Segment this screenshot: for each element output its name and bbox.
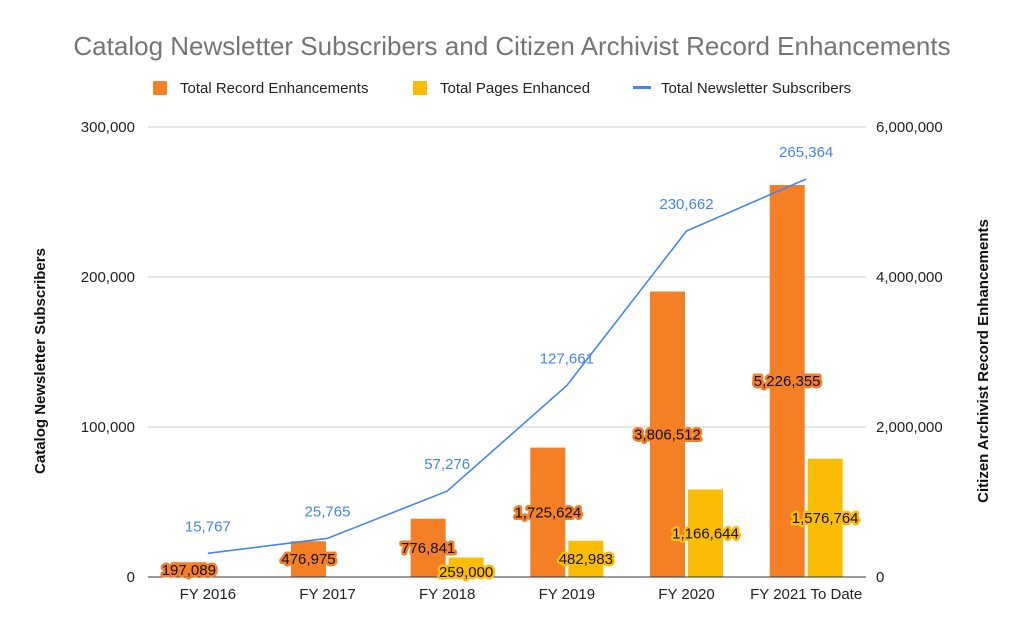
bar-data-label-record-enhancements: 5,226,355 — [754, 373, 821, 390]
bar-pages-enhanced — [688, 489, 723, 577]
line-newsletter-subscribers — [207, 178, 807, 555]
line-data-label-newsletter-subscribers: 57,276 — [424, 456, 470, 473]
bar-record-enhancements — [410, 518, 446, 577]
bar-data-label-record-enhancements: 476,975 — [281, 551, 335, 568]
left-axis-tick-label: 0 — [127, 569, 135, 586]
legend: Total Record Enhancements Total Pages En… — [153, 80, 851, 97]
gridlines — [148, 126, 866, 428]
x-axis-tick-label: FY 2016 — [180, 586, 236, 603]
bar-pages-enhanced — [448, 557, 484, 577]
bar-data-label-record-enhancements: 197,089 — [162, 562, 216, 579]
legend-swatch-newsletter-subscribers — [633, 86, 651, 89]
line-data-label-newsletter-subscribers: 127,661 — [540, 351, 594, 368]
x-axis-tick-label: FY 2021 To Date — [750, 586, 862, 603]
legend-label-record-enhancements: Total Record Enhancements — [180, 80, 368, 97]
left-axis-ticks: 0 100,000 200,000 300,000 — [81, 119, 135, 586]
legend-swatch-record-enhancements — [153, 81, 167, 95]
bar-data-label-record-enhancements: 776,841 — [401, 540, 455, 557]
right-axis-title: Citizen Archivist Record Enhancements — [975, 219, 992, 503]
bar-data-labels: 197,089 476,975 776,841 259,000 1,725,624 482… — [159, 371, 861, 584]
bar-record-enhancements — [171, 562, 207, 577]
bar-record-enhancements — [530, 447, 566, 577]
line-data-label-newsletter-subscribers: 230,662 — [659, 196, 713, 213]
legend-label-pages-enhanced: Total Pages Enhanced — [440, 80, 590, 97]
x-axis-tick-label: FY 2020 — [658, 586, 714, 603]
left-axis-tick-label: 100,000 — [81, 419, 135, 436]
line-data-label-newsletter-subscribers: 25,765 — [305, 503, 351, 520]
line-data-label-newsletter-subscribers: 265,364 — [779, 144, 833, 161]
left-axis-tick-label: 200,000 — [81, 269, 135, 286]
bar-data-label-pages-enhanced: 1,166,644 — [672, 525, 739, 542]
bar-data-label-record-enhancements: 1,725,624 — [514, 504, 581, 521]
right-axis-tick-label: 0 — [876, 569, 884, 586]
bar-record-enhancements — [769, 185, 805, 577]
bar-pages-enhanced — [568, 540, 604, 577]
bar-record-enhancements — [291, 541, 326, 577]
bar-data-label-pages-enhanced: 1,576,764 — [792, 510, 859, 527]
right-axis-tick-label: 2,000,000 — [876, 419, 943, 436]
line-series — [207, 178, 807, 555]
x-axis-tick-labels: FY 2016 FY 2017 FY 2018 FY 2019 FY 2020 FY 20… — [180, 586, 863, 603]
right-axis-tick-label: 4,000,000 — [876, 269, 943, 286]
line-data-labels: 15,767 25,765 57,276 127,661 230,662 265,364 — [185, 144, 833, 535]
left-axis-tick-label: 300,000 — [81, 119, 135, 136]
bar-data-label-pages-enhanced: 482,983 — [559, 551, 613, 568]
legend-swatch-pages-enhanced — [413, 81, 427, 95]
bar-record-enhancements — [650, 291, 685, 577]
x-axis-tick-label: FY 2017 — [299, 586, 355, 603]
bar-pages-enhanced — [807, 458, 843, 577]
bar-data-label-pages-enhanced: 259,000 — [439, 564, 493, 581]
x-axis-tick-label: FY 2019 — [539, 586, 595, 603]
legend-label-newsletter-subscribers: Total Newsletter Subscribers — [661, 80, 851, 97]
left-axis-title: Catalog Newsletter Subscribers — [32, 248, 49, 474]
chart-title: Catalog Newsletter Subscribers and Citiz… — [73, 31, 950, 61]
x-axis-tick-label: FY 2018 — [419, 586, 475, 603]
right-axis-ticks: 0 2,000,000 4,000,000 6,000,000 — [876, 119, 943, 586]
line-data-label-newsletter-subscribers: 15,767 — [185, 518, 231, 535]
right-axis-tick-label: 6,000,000 — [876, 119, 943, 136]
bar-data-label-record-enhancements: 3,806,512 — [634, 426, 701, 443]
bars — [171, 185, 843, 577]
